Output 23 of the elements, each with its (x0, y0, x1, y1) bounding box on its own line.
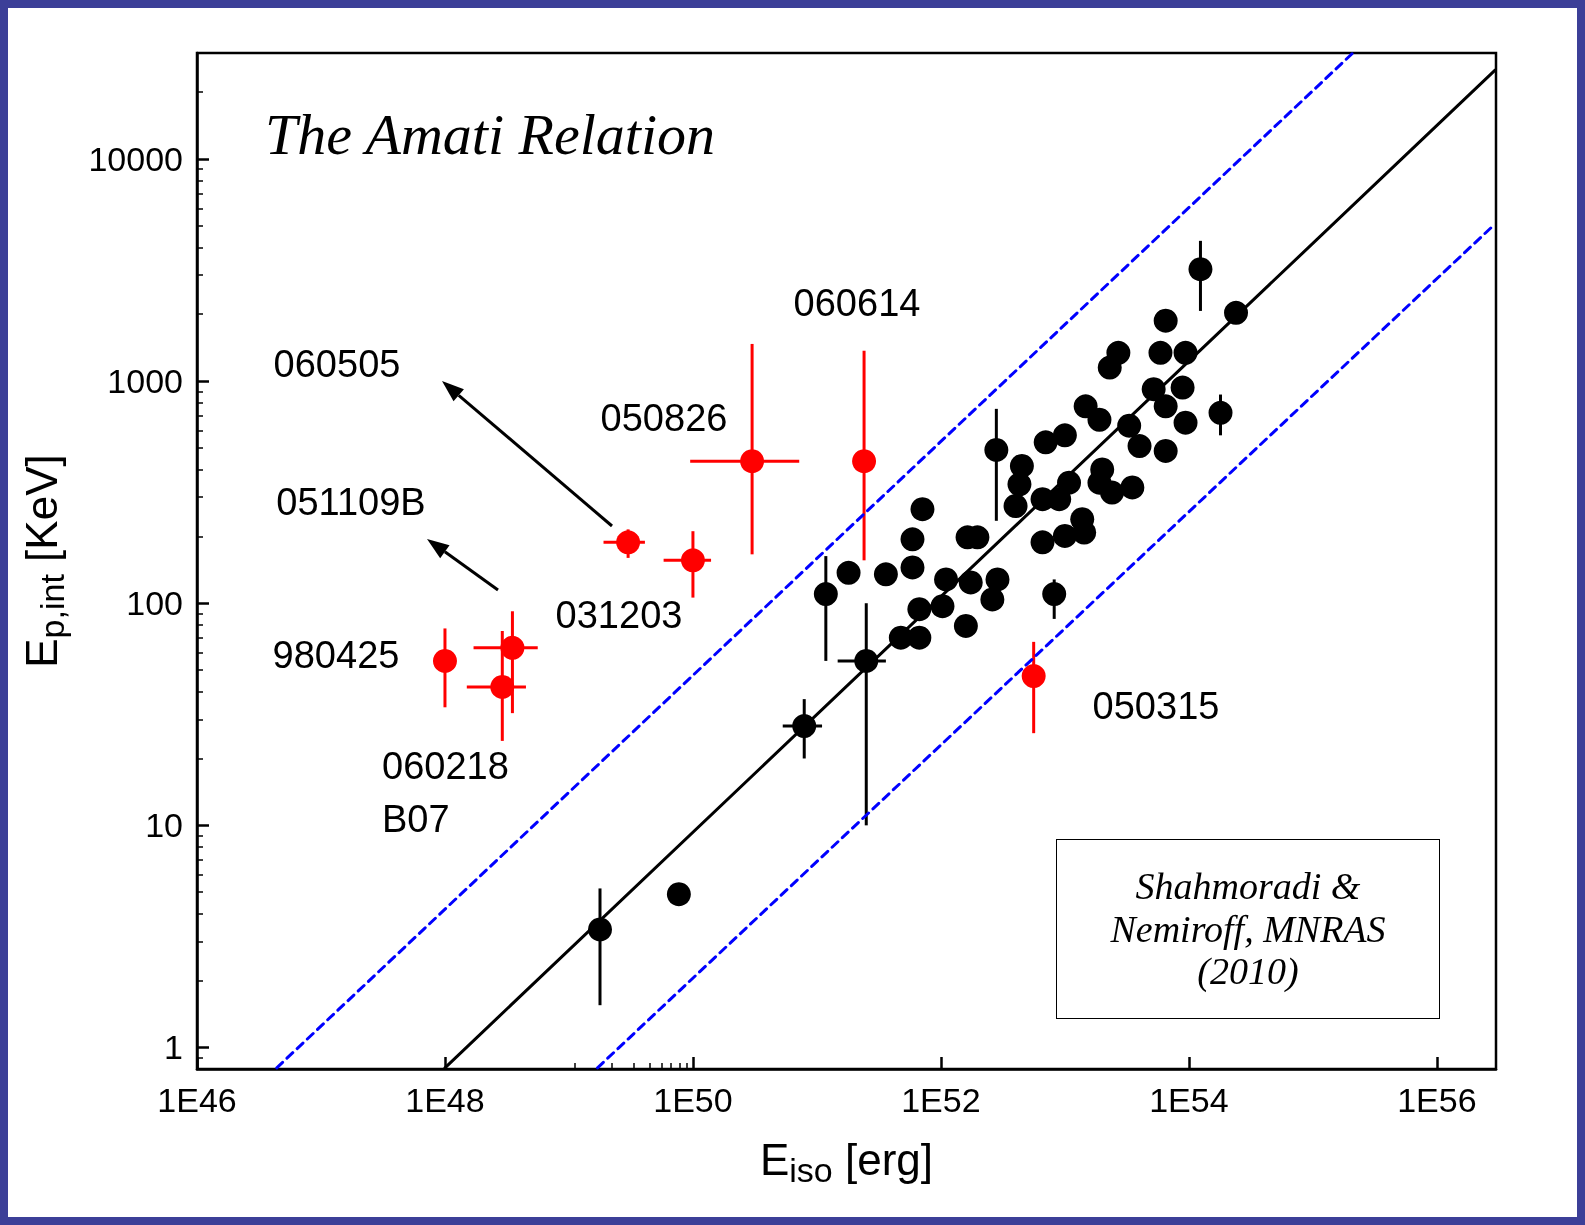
annotation: 031203 (555, 593, 683, 637)
annotation: 050826 (600, 396, 728, 440)
annotation: 060505 (273, 342, 401, 386)
x-tick-label: 1E46 (157, 1081, 237, 1119)
y-tick-label: 1 (164, 1028, 183, 1067)
x-tick-label: 1E48 (405, 1081, 485, 1119)
annotation: 060614 (793, 281, 921, 325)
y-tick-label: 10 (145, 806, 183, 845)
y-axis-title: Ep,int [KeV] (16, 454, 71, 668)
y-tick-label: 100 (126, 584, 183, 623)
text: The Amati Relation (265, 101, 716, 167)
annotation: B07 (382, 797, 450, 841)
annotation: Shahmoradi & Nemiroff, MNRAS (2010) (1056, 839, 1440, 1019)
x-tick-label: 1E54 (1149, 1081, 1229, 1119)
annotation: 050315 (1092, 684, 1220, 728)
annotation: 051109B (276, 480, 426, 524)
annotation: 060218 (382, 744, 509, 788)
x-tick-label: 1E50 (653, 1081, 733, 1119)
x-tick-label: 1E56 (1397, 1081, 1477, 1119)
y-tick-label: 1000 (107, 362, 183, 401)
x-tick-label: 1E52 (901, 1081, 981, 1119)
y-tick-label: 10000 (88, 139, 183, 178)
annotation: 980425 (272, 633, 400, 677)
